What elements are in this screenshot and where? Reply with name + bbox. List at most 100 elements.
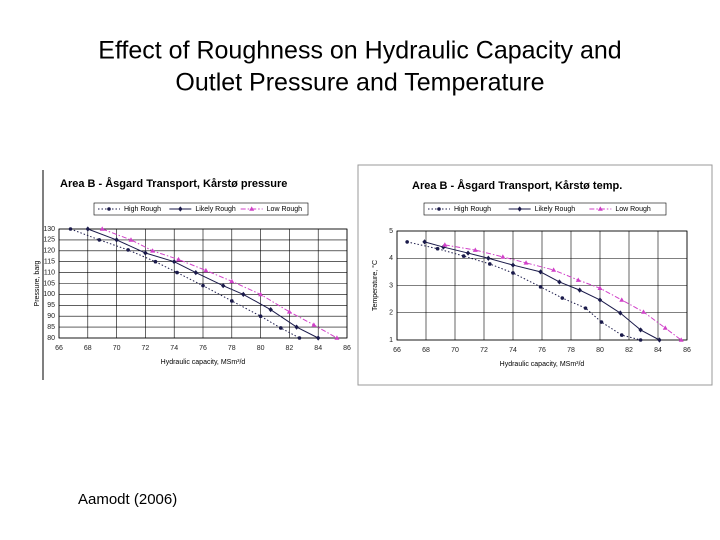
legend-marker — [107, 207, 111, 211]
series-line — [424, 241, 660, 341]
marker — [638, 327, 643, 333]
y-tick-label: 90 — [47, 313, 55, 320]
x-tick-label: 66 — [55, 345, 63, 352]
marker — [193, 270, 198, 276]
x-tick-label: 78 — [567, 347, 575, 354]
marker — [442, 242, 448, 247]
marker — [68, 227, 73, 231]
legend — [423, 202, 667, 216]
marker — [229, 278, 235, 284]
marker — [311, 322, 317, 327]
x-axis-label: Hydraulic capacity, MSm³/d — [161, 359, 246, 366]
x-tick-label: 74 — [170, 345, 178, 352]
marker — [258, 291, 264, 297]
x-tick-label: 72 — [142, 345, 150, 352]
legend-label: Low Rough — [615, 206, 651, 213]
marker — [126, 248, 130, 252]
x-axis-label: Hydraulic capacity, MSm³/d — [500, 361, 585, 368]
y-tick-label: 95 — [47, 302, 55, 309]
marker — [297, 336, 302, 340]
marker — [597, 285, 603, 291]
legend-label: Low Rough — [267, 206, 303, 213]
x-tick-label: 72 — [480, 347, 488, 354]
marker — [538, 285, 543, 289]
marker — [641, 309, 646, 314]
x-tick-label: 74 — [509, 347, 517, 354]
marker — [203, 267, 209, 273]
marker — [176, 256, 182, 262]
marker — [557, 279, 562, 285]
y-tick-label: 100 — [43, 291, 55, 298]
marker — [511, 271, 515, 275]
marker — [538, 269, 543, 275]
marker — [510, 262, 516, 268]
x-tick-label: 82 — [286, 345, 294, 352]
marker — [150, 248, 156, 253]
legend-marker — [437, 207, 441, 211]
x-tick-label: 70 — [113, 345, 121, 352]
marker — [422, 239, 427, 245]
marker — [662, 325, 668, 330]
marker — [172, 259, 177, 265]
marker — [175, 270, 179, 275]
slide-title: Outlet Pressure and Temperature — [175, 69, 544, 97]
marker — [334, 335, 340, 340]
marker — [577, 287, 582, 293]
marker — [201, 283, 205, 288]
marker — [618, 310, 623, 316]
marker — [220, 283, 226, 289]
y-tick-label: 115 — [44, 259, 55, 266]
x-tick-label: 80 — [257, 345, 265, 352]
marker — [230, 299, 234, 303]
legend-label: High Rough — [124, 206, 161, 213]
x-tick-label: 68 — [84, 345, 92, 352]
marker — [465, 250, 471, 256]
marker — [286, 309, 292, 314]
marker — [143, 250, 148, 256]
x-tick-label: 86 — [343, 345, 351, 352]
legend-label: Likely Rough — [195, 206, 236, 213]
y-tick-label: 125 — [43, 237, 55, 244]
legend-label: Likely Rough — [535, 206, 576, 213]
x-tick-label: 76 — [199, 345, 207, 352]
y-tick-label: 5 — [389, 228, 393, 235]
x-tick-label: 66 — [393, 347, 401, 354]
y-tick-label: 4 — [389, 255, 393, 262]
legend-marker — [178, 206, 183, 212]
marker — [523, 260, 529, 265]
chart-title: Area B - Åsgard Transport, Kårstø temp. — [412, 179, 622, 192]
marker — [241, 291, 246, 297]
marker — [258, 314, 263, 319]
series-line — [102, 228, 338, 339]
y-tick-label: 2 — [389, 310, 393, 317]
marker — [597, 297, 603, 303]
marker — [488, 262, 492, 266]
legend-label: High Rough — [454, 206, 491, 213]
y-tick-label: 85 — [47, 324, 55, 331]
marker — [128, 237, 134, 242]
y-tick-label: 110 — [44, 269, 55, 276]
x-tick-label: 82 — [625, 347, 633, 354]
marker — [472, 247, 478, 252]
x-tick-label: 78 — [228, 345, 236, 352]
marker — [599, 320, 604, 324]
y-tick-label: 80 — [47, 335, 55, 342]
citation: Aamodt (2006) — [78, 491, 177, 508]
marker — [560, 296, 565, 300]
y-tick-label: 105 — [43, 280, 55, 287]
marker — [657, 337, 662, 343]
legend — [93, 202, 309, 216]
x-tick-label: 70 — [451, 347, 459, 354]
y-tick-label: 3 — [389, 282, 393, 289]
x-tick-label: 84 — [654, 347, 662, 354]
slide-title: Effect of Roughness on Hydraulic Capacit… — [98, 37, 621, 65]
legend-marker — [249, 206, 255, 211]
marker — [619, 297, 625, 302]
y-tick-label: 130 — [43, 226, 55, 233]
marker — [114, 237, 119, 243]
marker — [405, 240, 409, 244]
marker — [638, 338, 643, 342]
x-tick-label: 86 — [683, 347, 691, 354]
series-line — [87, 228, 319, 339]
